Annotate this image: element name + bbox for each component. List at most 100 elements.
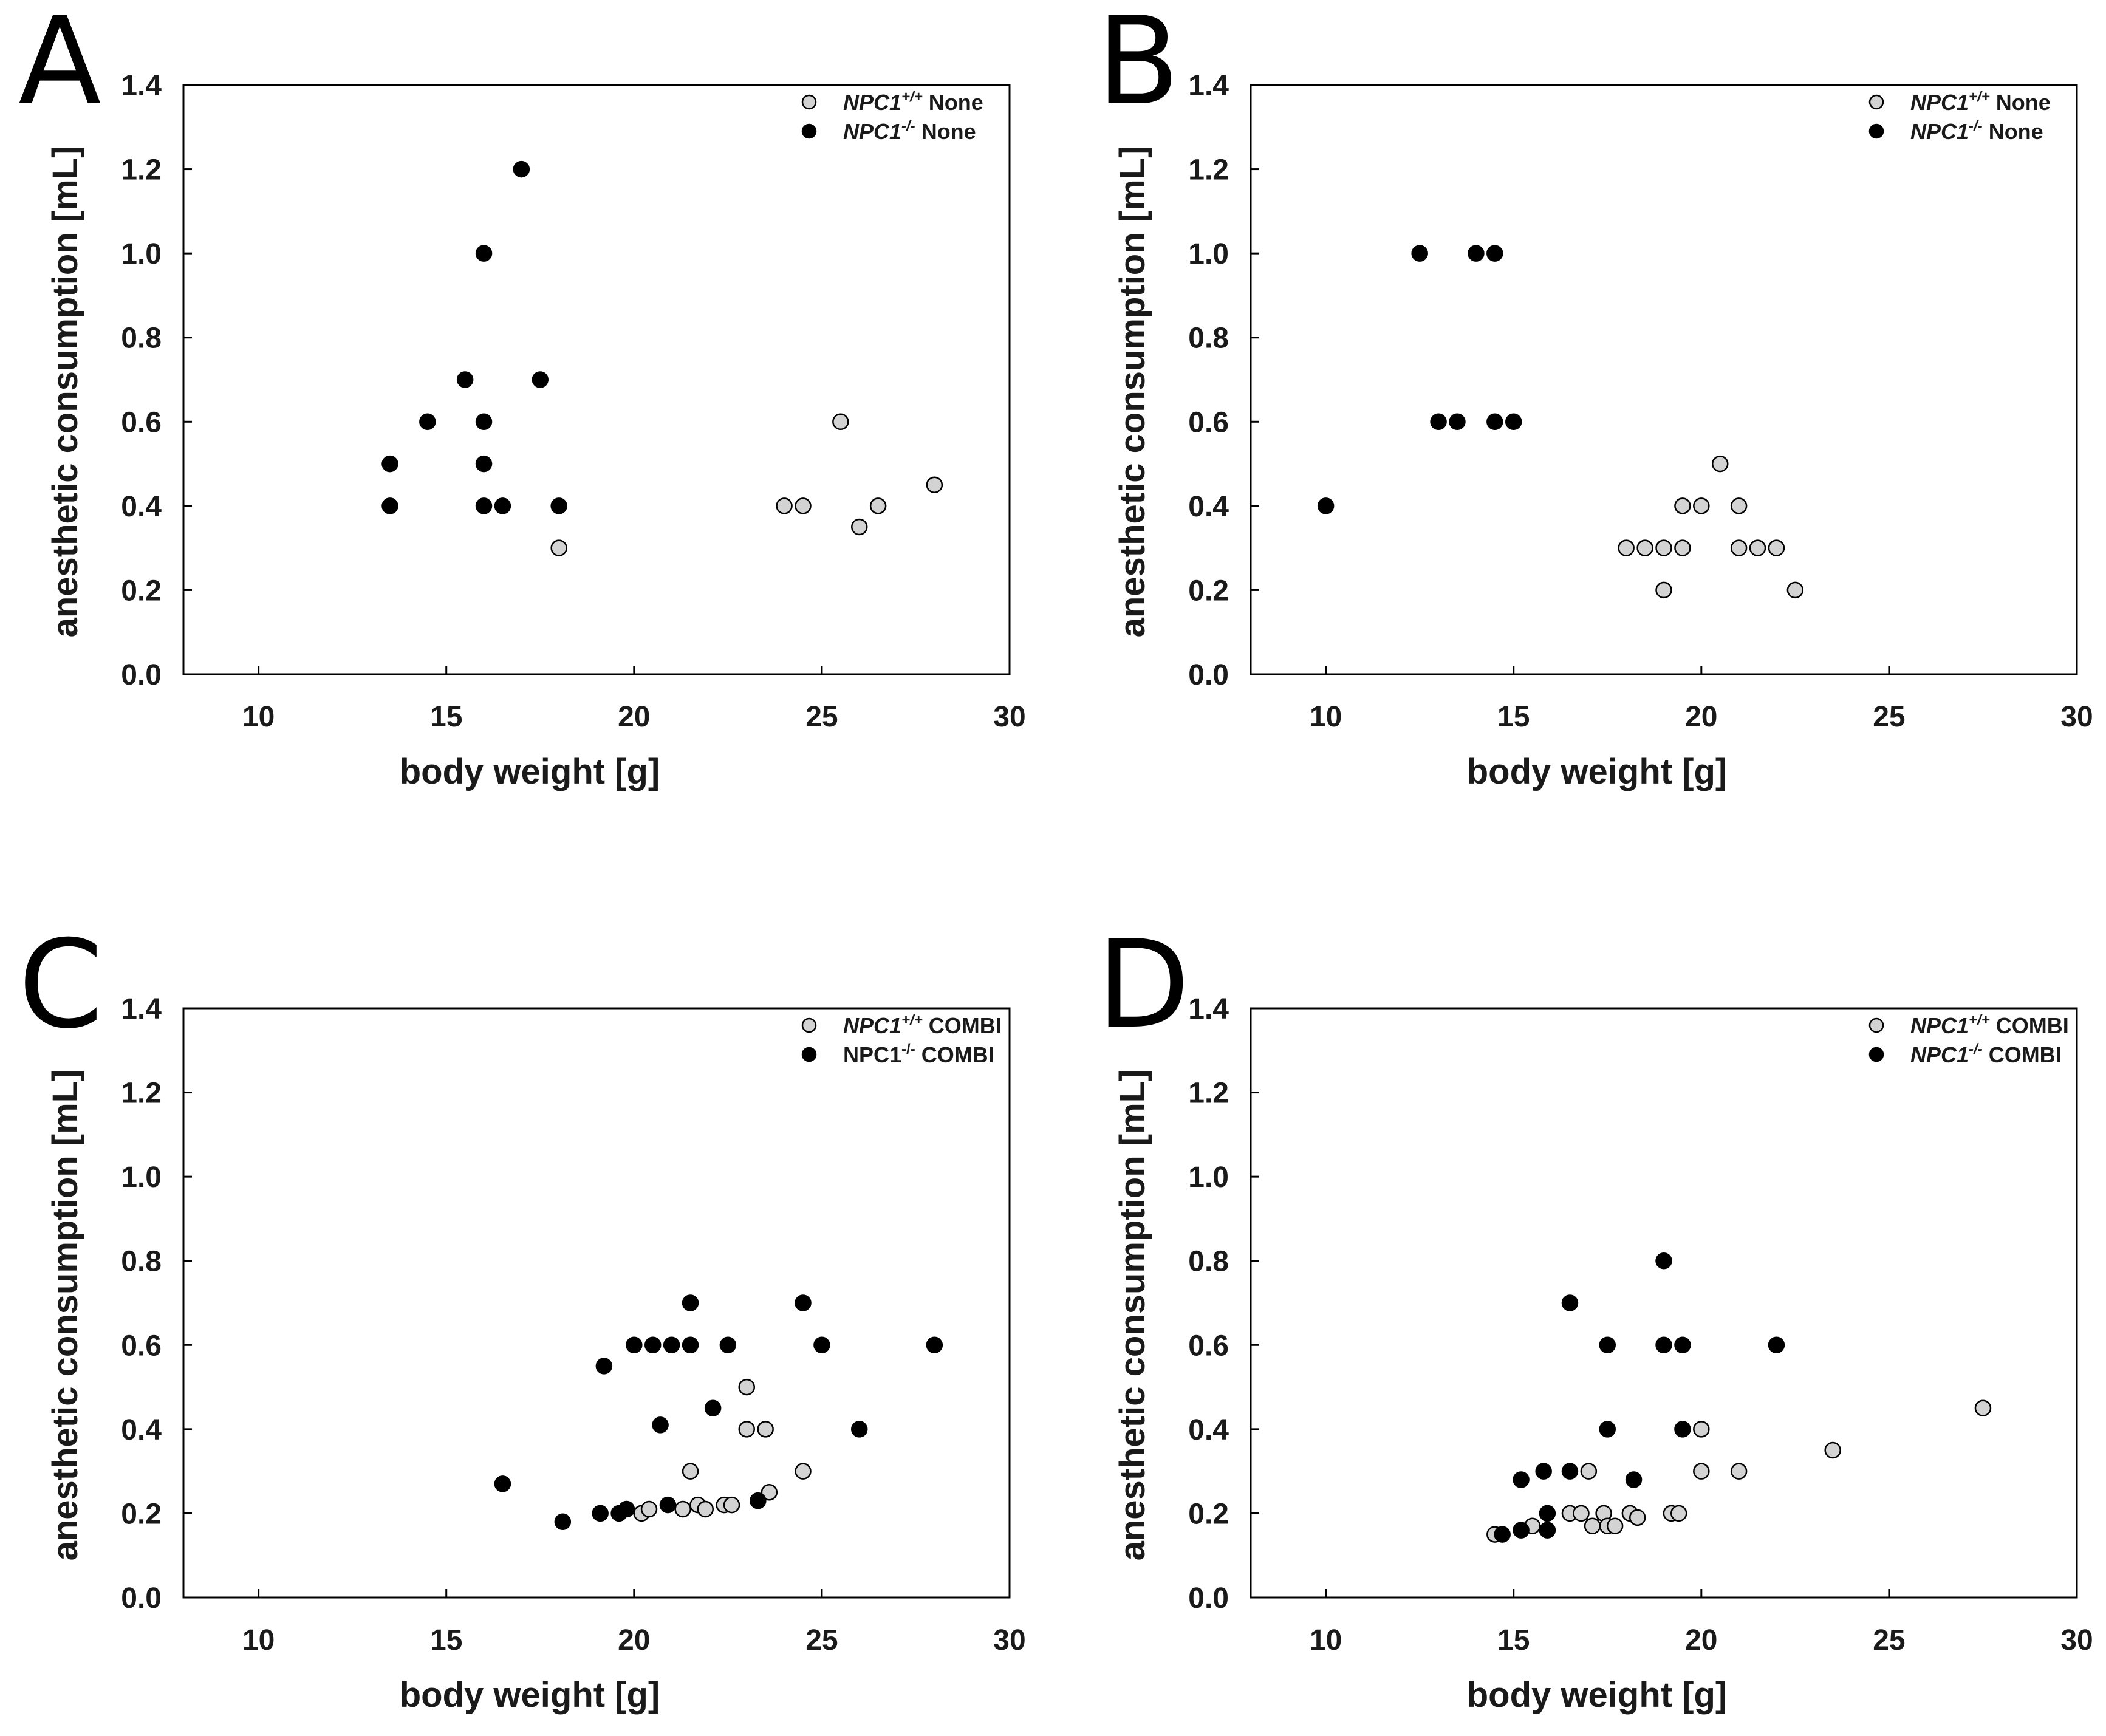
y-tick-label-c: 1.2 <box>121 1078 162 1110</box>
x-tick-label-c: 20 <box>618 1624 650 1656</box>
point-npc1-wt-d <box>1573 1505 1590 1522</box>
point-npc1-ko-d <box>1599 1421 1616 1438</box>
y-tick-label-b: 0.4 <box>1188 491 1229 523</box>
point-npc1-ko-a <box>381 497 398 514</box>
x-tick-label-b: 10 <box>1310 701 1342 733</box>
point-npc1-ko-a <box>550 497 567 514</box>
point-npc1-wt-a <box>550 539 567 556</box>
point-npc1-wt-b <box>1730 539 1748 556</box>
point-npc1-ko-b <box>1486 413 1503 431</box>
point-npc1-wt-b <box>1655 581 1672 599</box>
point-npc1-ko-c <box>682 1294 699 1311</box>
legend-gene: NPC1 <box>1910 1042 1969 1067</box>
point-npc1-wt-c <box>682 1463 699 1480</box>
legend-condition: None <box>915 119 976 144</box>
point-npc1-wt-c <box>757 1421 774 1438</box>
y-tick-label-d: 1.0 <box>1188 1161 1229 1194</box>
point-npc1-ko-c <box>652 1416 669 1434</box>
point-npc1-wt-d <box>1584 1517 1601 1534</box>
legend-gene: NPC1 <box>843 1042 901 1067</box>
x-axis-title-a: body weight [g] <box>400 752 660 791</box>
plot-frame-c <box>182 1007 1011 1599</box>
point-npc1-wt-d <box>1629 1509 1646 1526</box>
x-tick-label-c: 30 <box>993 1624 1025 1656</box>
legend-gene: NPC1 <box>1910 90 1969 115</box>
point-npc1-wt-b <box>1711 455 1729 473</box>
legend-condition: None <box>1990 90 2051 115</box>
point-npc1-ko-c <box>750 1492 767 1509</box>
x-tick-label-c: 10 <box>242 1624 275 1656</box>
legend-label-b: NPC1+/+ None <box>1910 89 2051 115</box>
point-npc1-ko-c <box>682 1336 699 1354</box>
panel-letter-a: A <box>18 0 101 132</box>
point-npc1-wt-c <box>738 1421 756 1438</box>
point-npc1-ko-c <box>595 1358 613 1375</box>
point-npc1-wt-d <box>1730 1463 1748 1480</box>
point-npc1-wt-d <box>1693 1463 1710 1480</box>
point-npc1-ko-b <box>1411 245 1428 262</box>
point-npc1-ko-a <box>513 160 530 178</box>
point-npc1-ko-a <box>494 497 511 514</box>
point-npc1-ko-b <box>1317 497 1335 514</box>
legend-marker-d <box>1868 1047 1884 1062</box>
legend-gene: NPC1 <box>843 1013 901 1038</box>
y-tick-label-b: 1.0 <box>1188 238 1229 270</box>
point-npc1-ko-a <box>419 413 436 431</box>
x-tick-label-b: 15 <box>1497 701 1530 733</box>
y-tick-label-a: 1.0 <box>121 238 162 270</box>
point-npc1-ko-b <box>1468 245 1485 262</box>
point-npc1-ko-c <box>850 1421 868 1438</box>
x-tick-label-a: 10 <box>242 701 275 733</box>
y-tick-label-b: 0.0 <box>1188 659 1229 691</box>
point-npc1-wt-a <box>850 518 868 536</box>
point-npc1-ko-a <box>475 497 493 514</box>
x-tick-label-c: 25 <box>805 1624 838 1656</box>
point-npc1-wt-c <box>674 1500 691 1518</box>
y-tick-label-d: 0.6 <box>1188 1330 1229 1362</box>
legend-marker-c <box>801 1017 817 1033</box>
y-tick-label-a: 0.2 <box>121 575 162 607</box>
point-npc1-wt-d <box>1824 1441 1841 1459</box>
y-tick-label-c: 0.6 <box>121 1330 162 1362</box>
point-npc1-wt-b <box>1674 497 1691 514</box>
point-npc1-wt-b <box>1618 539 1635 556</box>
legend-superscript: -/- <box>1969 1041 1983 1058</box>
point-npc1-ko-a <box>475 413 493 431</box>
legend-label-c: NPC1+/+ COMBI <box>843 1012 1002 1038</box>
point-npc1-wt-b <box>1636 539 1653 556</box>
point-npc1-wt-a <box>776 497 793 514</box>
point-npc1-ko-c <box>494 1475 511 1492</box>
y-tick-label-c: 1.4 <box>121 993 162 1025</box>
point-npc1-ko-c <box>592 1505 609 1522</box>
x-axis-title-b: body weight [g] <box>1467 752 1728 791</box>
point-npc1-ko-b <box>1449 413 1466 431</box>
legend-superscript: +/+ <box>1969 1012 1990 1028</box>
plot-frame-d <box>1250 1007 2078 1599</box>
legend-gene: NPC1 <box>1910 119 1969 144</box>
y-axis-title-a: anesthetic consumption [mL] <box>46 146 85 638</box>
y-tick-label-b: 0.6 <box>1188 406 1229 439</box>
legend-label-b: NPC1-/- None <box>1910 118 2043 144</box>
plot-frame-a <box>182 84 1011 675</box>
y-tick-label-d: 0.4 <box>1188 1414 1229 1446</box>
point-npc1-wt-a <box>832 413 849 431</box>
y-axis-title-d: anesthetic consumption [mL] <box>1113 1070 1152 1561</box>
panel-letter-c: C <box>18 914 103 1056</box>
point-npc1-ko-d <box>1539 1522 1556 1539</box>
legend-condition: COMBI <box>915 1042 994 1067</box>
y-tick-label-d: 1.4 <box>1188 993 1229 1025</box>
legend-label-a: NPC1+/+ None <box>843 89 983 115</box>
x-tick-label-d: 30 <box>2060 1624 2093 1656</box>
legend-gene: NPC1 <box>1910 1013 1969 1038</box>
point-npc1-ko-b <box>1505 413 1522 431</box>
y-tick-label-a: 0.0 <box>121 659 162 691</box>
point-npc1-ko-d <box>1674 1421 1691 1438</box>
point-npc1-ko-d <box>1513 1522 1530 1539</box>
point-npc1-ko-d <box>1535 1463 1552 1480</box>
x-axis-title-d: body weight [g] <box>1467 1675 1728 1715</box>
point-npc1-wt-b <box>1749 539 1766 556</box>
panel-letter-d: D <box>1096 914 1190 1056</box>
point-npc1-ko-b <box>1486 245 1503 262</box>
y-tick-label-a: 0.6 <box>121 406 162 439</box>
